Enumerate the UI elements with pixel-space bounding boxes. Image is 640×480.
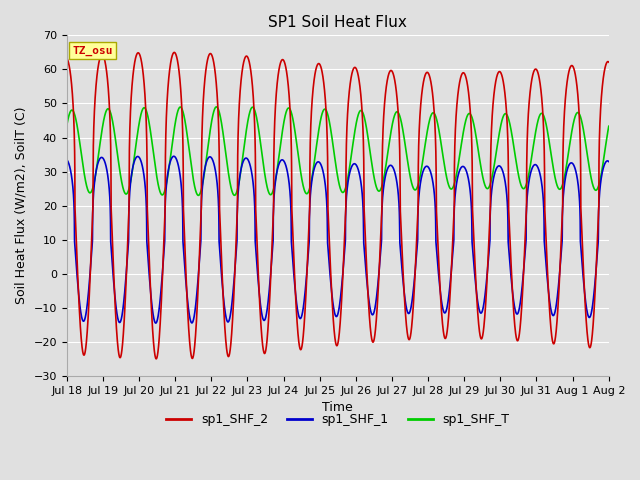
sp1_SHF_1 — [195, 271, 202, 276]
Legend: sp1_SHF_2, sp1_SHF_1, sp1_SHF_T: sp1_SHF_2, sp1_SHF_1, sp1_SHF_T — [161, 408, 515, 431]
sp1_SHF_1 — [192, 302, 200, 308]
sp1_SHF_2 — [170, 49, 178, 55]
Line: sp1_SHF_2: sp1_SHF_2 — [67, 52, 609, 359]
sp1_SHF_2 — [605, 59, 612, 65]
sp1_SHF_T — [605, 123, 612, 129]
sp1_SHF_2 — [189, 355, 196, 361]
sp1_SHF_T — [189, 172, 196, 178]
sp1_SHF_1 — [170, 154, 178, 159]
sp1_SHF_2 — [63, 55, 70, 61]
sp1_SHF_T — [195, 192, 202, 198]
Title: SP1 Soil Heat Flux: SP1 Soil Heat Flux — [268, 15, 407, 30]
sp1_SHF_1 — [152, 320, 159, 326]
sp1_SHF_1 — [268, 264, 275, 269]
sp1_SHF_1 — [189, 319, 196, 324]
sp1_SHF_T — [212, 104, 220, 110]
Y-axis label: Soil Heat Flux (W/m2), SoilT (C): Soil Heat Flux (W/m2), SoilT (C) — [15, 107, 28, 304]
sp1_SHF_2 — [192, 330, 200, 336]
sp1_SHF_2 — [268, 263, 275, 268]
sp1_SHF_T — [306, 185, 314, 191]
sp1_SHF_2 — [306, 175, 314, 181]
sp1_SHF_T — [63, 122, 70, 128]
sp1_SHF_2 — [152, 356, 160, 362]
Text: TZ_osu: TZ_osu — [72, 46, 113, 56]
sp1_SHF_T — [191, 187, 199, 193]
sp1_SHF_1 — [605, 159, 612, 165]
sp1_SHF_T — [268, 192, 275, 197]
sp1_SHF_2 — [601, 67, 609, 72]
sp1_SHF_T — [195, 192, 202, 198]
X-axis label: Time: Time — [323, 401, 353, 414]
sp1_SHF_1 — [601, 161, 609, 167]
Line: sp1_SHF_1: sp1_SHF_1 — [67, 156, 609, 323]
sp1_SHF_T — [601, 150, 609, 156]
sp1_SHF_1 — [306, 202, 314, 208]
sp1_SHF_1 — [63, 157, 70, 163]
sp1_SHF_2 — [195, 276, 202, 281]
Line: sp1_SHF_T: sp1_SHF_T — [67, 107, 609, 195]
